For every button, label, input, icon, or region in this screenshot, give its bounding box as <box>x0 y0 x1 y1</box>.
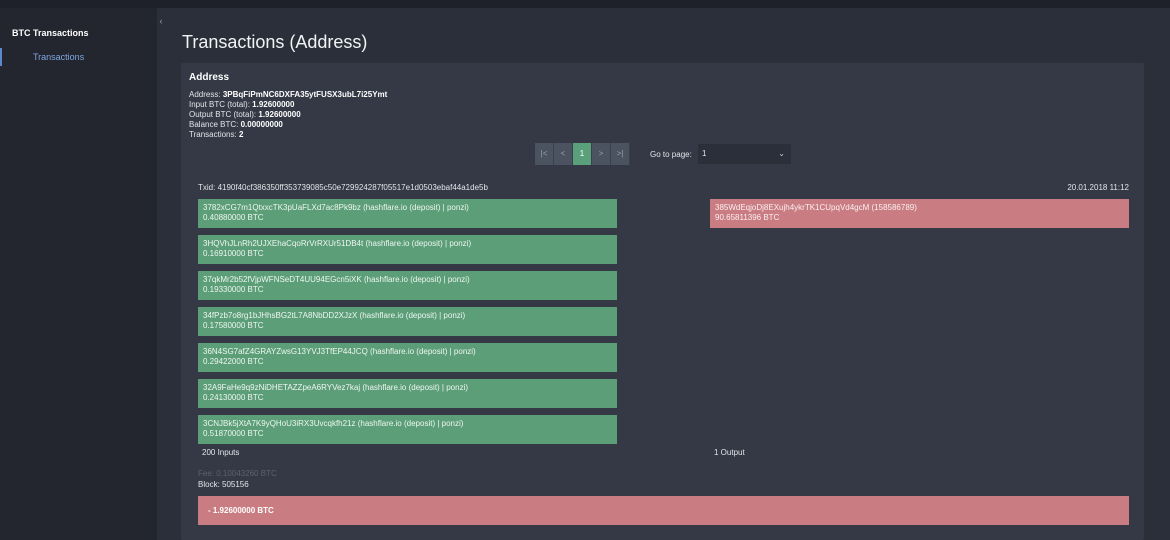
chevron-down-icon: ⌄ <box>778 149 785 158</box>
txid-value[interactable]: 4190f40cf386350ff353739085c50e729924287f… <box>217 183 488 192</box>
sidebar-item-transactions[interactable]: Transactions <box>0 48 157 66</box>
txid: Txid: 4190f40cf386350ff353739085c50e7299… <box>198 183 488 192</box>
txid-label: Txid: <box>198 183 216 192</box>
balance-row: Balance BTC: 0.00000000 <box>189 120 387 130</box>
output-item: 385WdEqjoDj8EXujh4ykrTK1CUpqVd4gcM (1585… <box>710 199 1129 228</box>
prev-page-button[interactable]: < <box>554 143 573 165</box>
address-row: Address: 3PBqFiPmNC6DXFA35ytFUSX3ubL7i25… <box>189 90 387 100</box>
sidebar: BTC Transactions Transactions <box>0 8 157 540</box>
input-address[interactable]: 36N4SG7afZ4GRAYZwsG13YVJ3TfEP44JCQ (hash… <box>203 347 476 356</box>
input-item: 36N4SG7afZ4GRAYZwsG13YVJ3TfEP44JCQ (hash… <box>198 343 617 372</box>
input-item: 3HQVhJLnRh2UJXEhaCqoRrVrRXUr51DB4t (hash… <box>198 235 617 264</box>
output-total-row: Output BTC (total): 1.92600000 <box>189 110 387 120</box>
balance-label: Balance BTC: <box>189 120 239 129</box>
input-amount: 0.40880000 BTC <box>203 213 264 222</box>
input-amount: 0.24130000 BTC <box>203 393 264 402</box>
sidebar-brand: BTC Transactions <box>12 28 89 38</box>
block-number: Block: 505156 <box>198 480 249 489</box>
goto-page-select[interactable]: 1 ⌄ <box>698 144 791 164</box>
tx-count-value: 2 <box>238 130 244 139</box>
balance-value: 0.00000000 <box>240 120 283 129</box>
input-amount: 0.16910000 BTC <box>203 249 264 258</box>
next-page-button[interactable]: > <box>592 143 611 165</box>
input-total-label: Input BTC (total): <box>189 100 250 109</box>
output-total-label: Output BTC (total): <box>189 110 257 119</box>
input-address[interactable]: 3CNJBk5jXtA7K9yQHoU3iRX3Uvcqkfh21z (hash… <box>203 419 464 428</box>
input-amount: 0.17580000 BTC <box>203 321 264 330</box>
output-total-value: 1.92600000 <box>258 110 301 119</box>
address-info: Address: 3PBqFiPmNC6DXFA35ytFUSX3ubL7i25… <box>189 90 387 140</box>
tx-count-label: Transactions: <box>189 130 237 139</box>
tx-count-row: Transactions: 2 <box>189 130 387 140</box>
input-address[interactable]: 32A9FaHe9q9zNiDHETAZZpeA6RYVez7kaj (hash… <box>203 383 469 392</box>
first-page-button[interactable]: |< <box>535 143 554 165</box>
fee: Fee: 0.10043260 BTC <box>198 469 277 478</box>
input-address[interactable]: 34fPzb7o8rg1bJHhsBG2tL7A8NbDD2XJzX (hash… <box>203 311 466 320</box>
input-address[interactable]: 37qkMr2b52fVjpWFNSeDT4UU94EGcn5iXK (hash… <box>203 275 470 284</box>
card-title: Address <box>189 72 230 83</box>
tx-date: 20.01.2018 11:12 <box>1067 183 1129 192</box>
address-card: Address Address: 3PBqFiPmNC6DXFA35ytFUSX… <box>181 63 1144 540</box>
input-item: 37qkMr2b52fVjpWFNSeDT4UU94EGcn5iXK (hash… <box>198 271 617 300</box>
output-address[interactable]: 385WdEqjoDj8EXujh4ykrTK1CUpqVd4gcM (1585… <box>715 203 917 212</box>
address-value: 3PBqFiPmNC6DXFA35ytFUSX3ubL7i25Ymt <box>222 90 388 99</box>
input-item: 3782xCG7m1QtxxcTK3pUaFLXd7ac8Pk9bz (hash… <box>198 199 617 228</box>
net-change-bar: - 1.92600000 BTC <box>198 496 1129 525</box>
top-bar <box>0 0 1170 8</box>
input-address[interactable]: 3782xCG7m1QtxxcTK3pUaFLXd7ac8Pk9bz (hash… <box>203 203 469 212</box>
pagination: |< < 1 > >| <box>535 143 630 165</box>
last-page-button[interactable]: >| <box>611 143 630 165</box>
sidebar-collapse-chevron-left-icon[interactable]: ‹ <box>159 16 163 26</box>
input-amount: 0.29422000 BTC <box>203 357 264 366</box>
input-total-row: Input BTC (total): 1.92600000 <box>189 100 387 110</box>
page-title: Transactions (Address) <box>182 32 368 52</box>
page-button-current[interactable]: 1 <box>573 143 592 165</box>
input-amount: 0.19330000 BTC <box>203 285 264 294</box>
input-item: 3CNJBk5jXtA7K9yQHoU3iRX3Uvcqkfh21z (hash… <box>198 415 617 444</box>
input-item: 34fPzb7o8rg1bJHhsBG2tL7A8NbDD2XJzX (hash… <box>198 307 617 336</box>
input-amount: 0.51870000 BTC <box>203 429 264 438</box>
goto-page-label: Go to page: <box>650 150 692 159</box>
inputs-count: 200 Inputs <box>202 448 240 457</box>
outputs-count: 1 Output <box>714 448 745 457</box>
input-total-value: 1.92600000 <box>252 100 295 109</box>
input-item: 32A9FaHe9q9zNiDHETAZZpeA6RYVez7kaj (hash… <box>198 379 617 408</box>
address-label: Address: <box>189 90 221 99</box>
goto-page-value: 1 <box>702 149 707 158</box>
output-amount: 90.65811396 BTC <box>715 213 780 222</box>
input-address[interactable]: 3HQVhJLnRh2UJXEhaCqoRrVrRXUr51DB4t (hash… <box>203 239 472 248</box>
